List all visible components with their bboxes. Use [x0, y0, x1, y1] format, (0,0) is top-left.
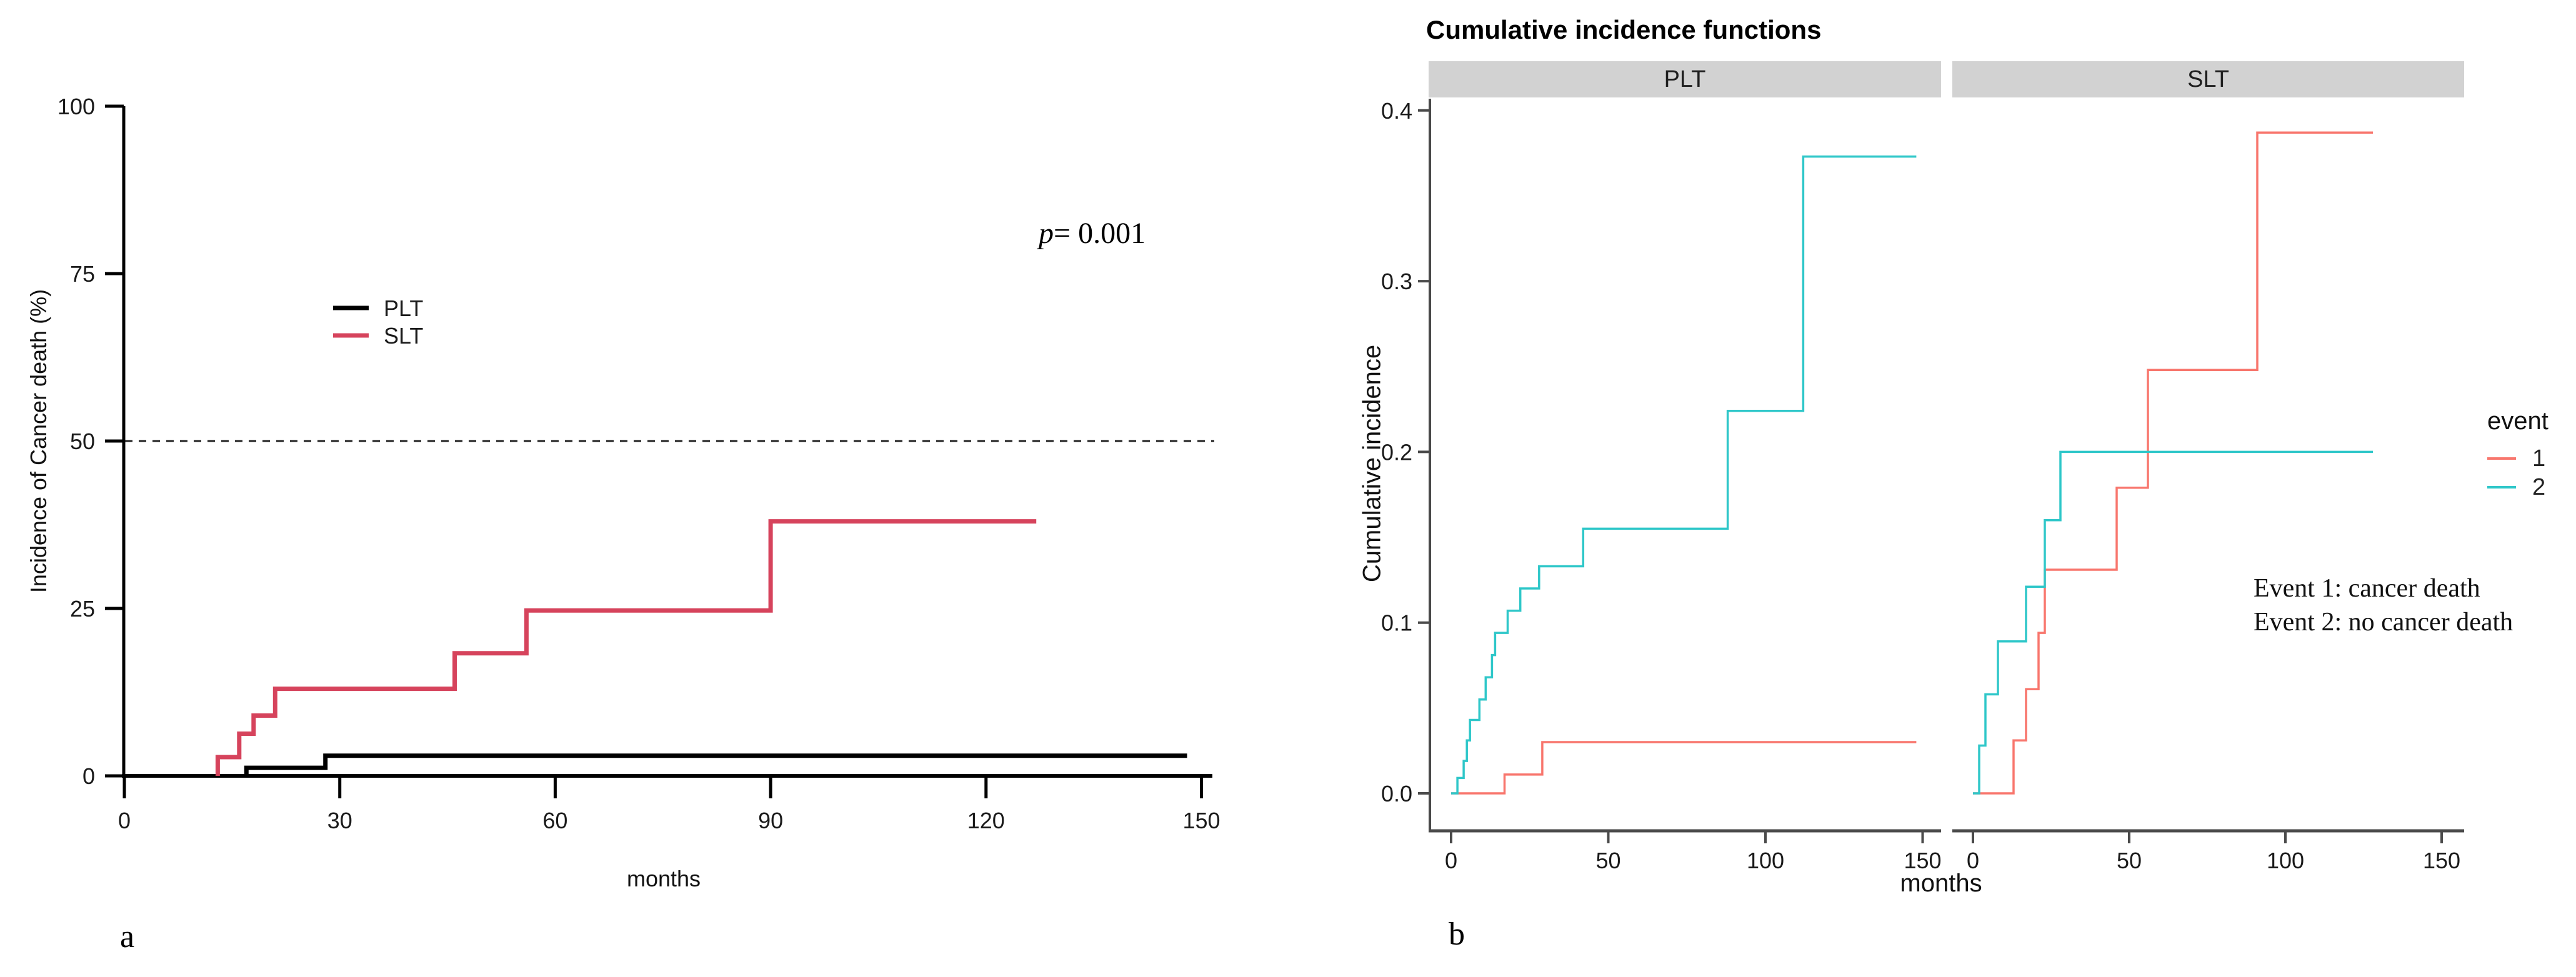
panel-a-y-axis-label: Incidence of Cancer death (%) [26, 289, 51, 593]
annotation-line-1: Event 1: cancer death [2254, 574, 2480, 603]
panel-a-y-tick-label: 25 [70, 596, 95, 622]
panel-b-plt-event1-curve [1451, 741, 1917, 795]
panel-b-slt-event2-curve [1973, 450, 2373, 795]
panel-b-title: Cumulative incidence functions [1426, 15, 1822, 44]
panel-b-x-axis-label: months [1900, 870, 1982, 897]
panel-b-y-axis-label: Cumulative incidence [1358, 344, 1386, 583]
panel-b-x-tick-label: 50 [2117, 848, 2142, 873]
facet-strip-plt-label: PLT [1664, 66, 1706, 92]
panel-b-x-tick-label: 0 [1967, 848, 1979, 873]
panel-b-x-tick-label: 150 [2423, 848, 2460, 873]
panel-a-x-axis-label: months [626, 866, 701, 891]
panel-a-series-plt [244, 753, 1187, 776]
annotation-line-2: Event 2: no cancer death [2254, 607, 2514, 637]
panel-b-plt-event2-curve [1451, 155, 1917, 795]
legend-swatch-event-1 [2487, 457, 2516, 460]
panel-b-y-tick-label: 0.4 [1381, 98, 1412, 124]
panel-a-x-tick-label: 60 [542, 808, 567, 833]
panel-b-y-tick-label: 0.2 [1381, 439, 1412, 465]
p-symbol: p [1039, 217, 1054, 250]
panel-a-x-tick-label: 150 [1182, 808, 1220, 833]
panel-a-legend-label-plt: PLT [384, 295, 423, 321]
panel-a-x-tick-label: 0 [118, 808, 131, 833]
facet-strip-slt: SLT [1952, 61, 2464, 97]
panel-b-x-tick-label: 100 [1747, 848, 1784, 873]
p-value-number: = 0.001 [1054, 217, 1146, 250]
facet-strip-slt-label: SLT [2187, 66, 2229, 92]
panel-a-y-tick-label: 50 [70, 429, 95, 454]
panel-b-x-tick-label: 150 [1904, 848, 1941, 873]
facet-strip-plt: PLT [1429, 61, 1941, 97]
legend-item-1: 1 [2487, 444, 2549, 473]
panel-a-x-tick-label: 30 [327, 808, 352, 833]
panel-b-y-tick-label: 0.0 [1381, 781, 1412, 806]
panel-b-y-tick-label: 0.3 [1381, 269, 1412, 294]
panel-b-x-tick-label: 0 [1445, 848, 1457, 873]
panel-a-y-tick-label: 100 [57, 94, 95, 119]
panel-b-slt-event1-curve [1973, 131, 2373, 795]
panel-b-y-tick-label: 0.1 [1381, 610, 1412, 636]
panel-b-x-tick-label: 100 [2267, 848, 2304, 873]
panel-a-p-value: p= 0.001 [1039, 216, 1146, 250]
panel-a-letter: a [120, 919, 135, 955]
legend-label-event-1: 1 [2532, 445, 2546, 472]
panel-b-annotation: Event 1: cancer death Event 2: no cancer… [2254, 572, 2513, 640]
panel-b-x-tick-label: 50 [1595, 848, 1620, 873]
legend-item-2: 2 [2487, 473, 2549, 502]
panel-a-x-tick-label: 120 [967, 808, 1005, 833]
panel-a-y-tick-label: 75 [70, 261, 95, 287]
panel-a-y-tick-label: 0 [82, 763, 95, 789]
legend-title: event [2487, 407, 2549, 435]
panel-a-x-tick-label: 90 [758, 808, 783, 833]
legend-label-event-2: 2 [2532, 474, 2546, 500]
legend-swatch-event-2 [2487, 486, 2516, 488]
panel-a-series-slt [215, 519, 1037, 776]
panel-a-legend-label-slt: SLT [384, 323, 423, 349]
panel-b-letter: b [1449, 916, 1465, 952]
